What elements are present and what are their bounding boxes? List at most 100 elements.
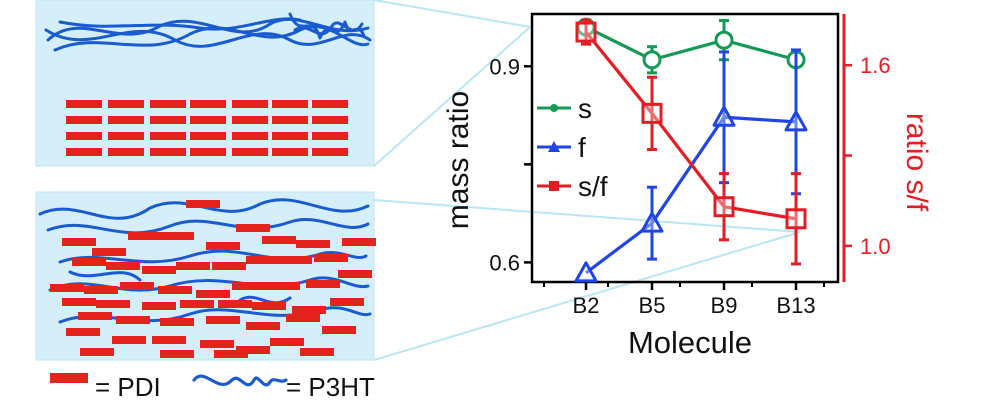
pdi-block (50, 284, 84, 292)
pdi-block (312, 116, 348, 124)
pdi-block (312, 132, 348, 140)
series-f (574, 48, 808, 283)
legend-label-sf: s/f (578, 171, 608, 202)
series-sf (575, 18, 807, 266)
pdi-block (112, 336, 146, 344)
legend-entry-s: s (537, 93, 592, 124)
p3ht-key-label: = P3HT (286, 372, 375, 402)
pdi-dispersed-mixed (50, 200, 376, 358)
chart-legend: s f s/f (537, 93, 608, 202)
x-axis-ticks: B2 B5 B9 B13 (543, 282, 825, 318)
pdi-block (62, 298, 96, 306)
data-point-s-B5 (642, 50, 662, 70)
legend-label-f: f (578, 132, 586, 163)
data-point-s-B9 (714, 30, 734, 50)
left-y-tick-label: 0.6 (489, 250, 520, 275)
series-line-s (585, 25, 797, 62)
pdi-block (160, 350, 194, 358)
legend-label-s: s (578, 93, 592, 124)
pdi-block (66, 148, 102, 156)
chart: B2 B5 B9 B13 0.6 0.9 1.0 1.6 Molecule mass ra… (442, 12, 933, 360)
pdi-block (84, 286, 118, 294)
x-axis-title: Molecule (628, 325, 752, 360)
data-point-sf-B2 (575, 21, 597, 43)
pdi-block (206, 316, 240, 324)
pdi-block (66, 328, 100, 336)
x-tick-label-B2: B2 (573, 293, 600, 318)
pdi-block (150, 132, 186, 140)
pdi-block (160, 318, 194, 326)
mixed-morphology-panel (35, 191, 376, 361)
right-y-tick-label: 1.6 (860, 53, 891, 78)
pdi-block (200, 340, 234, 348)
series-layer (574, 17, 808, 283)
pdi-block (190, 148, 226, 156)
data-point-f-B9 (712, 105, 736, 127)
pdi-block (232, 132, 268, 140)
pdi-block (116, 316, 150, 324)
pdi-block (150, 100, 186, 108)
pdi-stack-ordered (66, 100, 348, 156)
x-tick-label-B5: B5 (639, 293, 666, 318)
pdi-block (314, 254, 348, 262)
data-point-f-B2 (574, 261, 598, 283)
y-axis-title-left: mass ratio (442, 91, 475, 229)
p3ht-chains-ordered (44, 12, 372, 52)
pdi-block (160, 232, 194, 240)
series-line-f (585, 115, 797, 275)
data-point-sf-B13 (785, 208, 807, 230)
pdi-block (272, 116, 308, 124)
pdi-block (272, 132, 308, 140)
pdi-block (150, 116, 186, 124)
pdi-block (322, 326, 356, 334)
pdi-block (278, 256, 312, 264)
left-y-tick-label: 0.9 (489, 54, 520, 79)
pdi-block (196, 290, 230, 298)
pdi-block (312, 100, 348, 108)
pdi-block (62, 238, 96, 246)
pdi-block (246, 322, 280, 330)
pdi-block (142, 302, 176, 310)
pdi-block (158, 286, 192, 294)
pdi-block (108, 148, 144, 156)
zoom-connectors (373, 0, 801, 361)
pdi-block (312, 148, 348, 156)
y-axis-title-right: ratio s/f (900, 113, 933, 212)
pdi-block (66, 100, 102, 108)
pdi-block (214, 350, 248, 358)
x-tick-label-B13: B13 (776, 293, 815, 318)
pdi-block (92, 248, 126, 256)
pdi-block (176, 262, 210, 270)
schematic-key: = PDI = P3HT (50, 372, 375, 402)
pdi-block (190, 100, 226, 108)
pdi-block (272, 148, 308, 156)
pdi-block (106, 262, 140, 270)
left-y-ticks: 0.6 0.9 (489, 54, 532, 275)
pdi-block (300, 348, 334, 356)
pdi-block (80, 348, 114, 356)
pdi-block (292, 306, 326, 314)
pdi-block (236, 346, 270, 354)
pdi-block (232, 116, 268, 124)
data-point-sf-B5 (641, 102, 663, 124)
pdi-block (180, 300, 214, 308)
pdi-block (286, 314, 320, 322)
pdi-block (186, 200, 220, 208)
pdi-block (236, 224, 270, 232)
pdi-block (108, 132, 144, 140)
pdi-key-label: = PDI (95, 372, 161, 402)
legend-entry-f: f (537, 132, 586, 163)
pdi-block (190, 132, 226, 140)
pdi-block (66, 116, 102, 124)
pdi-block (342, 238, 376, 246)
data-point-f-B5 (640, 211, 664, 233)
pdi-block (252, 302, 286, 310)
pdi-block (266, 282, 300, 290)
pdi-block (150, 148, 186, 156)
pdi-block (270, 338, 304, 346)
pdi-block (66, 132, 102, 140)
pdi-block (272, 100, 308, 108)
pdi-block (96, 300, 130, 308)
right-y-tick-label: 1.0 (860, 234, 891, 259)
pdi-block (206, 242, 240, 250)
